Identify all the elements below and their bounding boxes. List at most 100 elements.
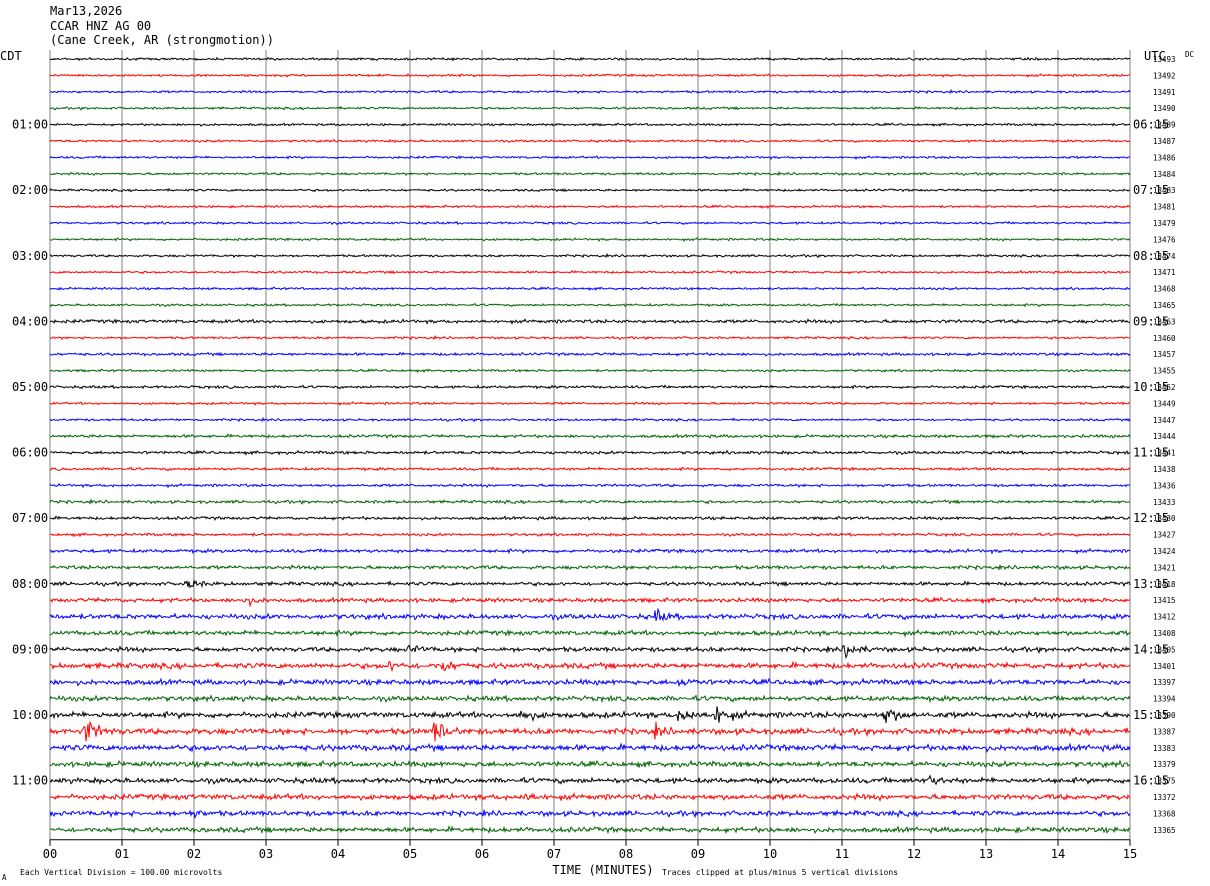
- dc-offset-label: 13418: [1153, 580, 1176, 589]
- footer-clip-note: Traces clipped at plus/minus 5 vertical …: [662, 868, 898, 877]
- trace-44: [49, 774, 1131, 786]
- trace-5: [49, 138, 1131, 144]
- trace-47: [49, 825, 1131, 835]
- dc-offset-label: 13444: [1153, 432, 1176, 441]
- trace-21: [49, 401, 1130, 406]
- hour-label-cdt: 03:00: [12, 249, 48, 263]
- trace-9: [49, 204, 1131, 210]
- dc-offset-label: 13401: [1153, 662, 1176, 671]
- dc-offset-label: 13372: [1153, 793, 1176, 802]
- dc-offset-label: 13368: [1153, 809, 1176, 818]
- hour-label-utc: 13:15: [1133, 577, 1169, 591]
- dc-offset-label: 13457: [1153, 350, 1176, 359]
- trace-42: [49, 742, 1131, 753]
- trace-18: [49, 351, 1131, 357]
- dc-offset-label: 13476: [1153, 235, 1176, 244]
- trace-40: [49, 706, 1131, 724]
- trace-45: [49, 791, 1131, 802]
- x-tick-label: 12: [907, 847, 921, 861]
- x-tick-label: 15: [1123, 847, 1137, 861]
- dc-offset-label: 13447: [1153, 416, 1176, 425]
- hour-label-utc: 07:15: [1133, 183, 1169, 197]
- dc-offset-label: 13415: [1153, 596, 1176, 605]
- hour-label-cdt: 07:00: [12, 511, 48, 525]
- plot-header: Mar13,2026 CCAR HNZ AG 00 (Cane Creek, AR …: [50, 4, 274, 48]
- dc-offset-label: 13394: [1153, 695, 1176, 704]
- hour-label-utc: 08:15: [1133, 249, 1169, 263]
- trace-11: [49, 237, 1131, 242]
- header-date: Mar13,2026: [50, 4, 123, 18]
- x-tick-label: 08: [619, 847, 633, 861]
- trace-41: [49, 721, 1131, 742]
- header-location: (Cane Creek, AR (strongmotion)): [50, 33, 274, 47]
- x-tick-label: 09: [691, 847, 705, 861]
- trace-32: [49, 578, 1131, 589]
- trace-15: [49, 302, 1131, 308]
- dc-offset-label: 13471: [1153, 268, 1176, 277]
- dc-offset-label: 13408: [1153, 629, 1176, 638]
- hour-label-cdt: 06:00: [12, 446, 48, 460]
- trace-12: [49, 252, 1131, 259]
- hour-label-cdt: 04:00: [12, 314, 48, 328]
- dc-offset-label: 13452: [1153, 383, 1176, 392]
- trace-39: [49, 694, 1131, 704]
- dc-offset-label: 13397: [1153, 678, 1176, 687]
- trace-4: [49, 122, 1131, 128]
- x-tick-label: 01: [115, 847, 129, 861]
- hour-label-utc: 10:15: [1133, 380, 1169, 394]
- dc-offset-label: 13365: [1153, 826, 1176, 835]
- trace-22: [49, 416, 1131, 423]
- dc-offset-label: 13436: [1153, 481, 1176, 490]
- corner-mark: A: [2, 873, 7, 882]
- trace-27: [49, 498, 1130, 505]
- trace-14: [49, 286, 1131, 292]
- trace-28: [49, 515, 1131, 521]
- trace-3: [49, 105, 1131, 111]
- dc-offset-label: 13468: [1153, 285, 1176, 294]
- dc-offset-label: 13383: [1153, 744, 1176, 753]
- x-tick-label: 13: [979, 847, 993, 861]
- trace-16: [49, 318, 1131, 326]
- dc-offset-label: 13484: [1153, 170, 1176, 179]
- left-zone-label: CDT: [0, 49, 22, 63]
- dc-offset-label: 13449: [1153, 399, 1176, 408]
- dc-offset-label: 13479: [1153, 219, 1176, 228]
- trace-35: [49, 628, 1131, 638]
- trace-6: [49, 155, 1131, 160]
- dc-offset-label: 13481: [1153, 203, 1176, 212]
- trace-46: [49, 809, 1131, 819]
- x-tick-label: 10: [763, 847, 777, 861]
- trace-34: [49, 607, 1131, 622]
- dc-offset-label: 13441: [1153, 449, 1176, 458]
- trace-0: [49, 56, 1131, 62]
- hour-label-cdt: 05:00: [12, 380, 48, 394]
- dc-offset-label: 13483: [1153, 186, 1176, 195]
- x-tick-label: 03: [259, 847, 273, 861]
- dc-offset-label: 13463: [1153, 317, 1176, 326]
- dc-offset-label: 13490: [1153, 104, 1176, 113]
- dc-offset-label: 13438: [1153, 465, 1176, 474]
- trace-29: [49, 531, 1131, 538]
- trace-8: [49, 187, 1131, 193]
- dc-offset-label: 13489: [1153, 121, 1176, 130]
- trace-10: [49, 220, 1131, 226]
- trace-1: [49, 72, 1131, 78]
- dc-offset-label: 13455: [1153, 367, 1176, 376]
- trace-20: [49, 384, 1131, 390]
- dc-offset-label: 13427: [1153, 531, 1176, 540]
- hour-label-utc: 16:15: [1133, 774, 1169, 788]
- dc-offset-label: 13379: [1153, 760, 1176, 769]
- hour-label-utc: 06:15: [1133, 118, 1169, 132]
- dc-offset-label: 13465: [1153, 301, 1176, 310]
- dc-offset-label: 13492: [1153, 71, 1176, 80]
- trace-23: [49, 433, 1131, 439]
- trace-24: [49, 449, 1131, 456]
- header-station: CCAR HNZ AG 00: [50, 18, 152, 33]
- dc-offset-label: 13421: [1153, 563, 1176, 572]
- trace-2: [49, 88, 1131, 95]
- dc-offset-label: 13424: [1153, 547, 1176, 556]
- dc-header-label: DC: [1185, 50, 1194, 59]
- dc-offset-label: 13493: [1153, 55, 1176, 64]
- trace-30: [49, 547, 1131, 555]
